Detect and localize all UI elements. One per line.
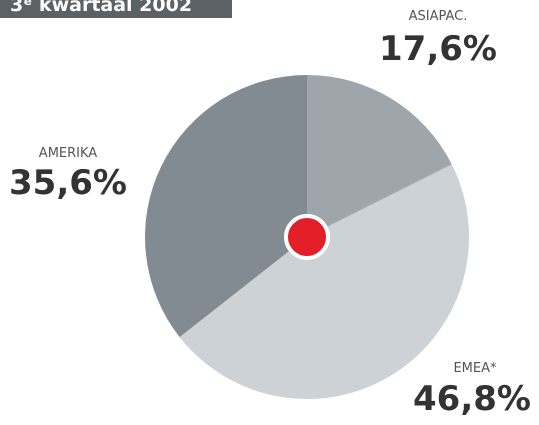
- pie: [145, 75, 469, 400]
- value-label: 46,8%: [413, 379, 531, 419]
- slice-label: AMERIKA: [39, 146, 97, 161]
- title-box: [0, 0, 232, 18]
- slice: [179, 164, 469, 400]
- slice: [145, 75, 307, 338]
- value-label: 17,6%: [379, 29, 497, 69]
- slice-label: ASIAPAC.: [409, 9, 468, 24]
- chart-title: 3ᵉ kwartaal 2002: [10, 0, 192, 16]
- value-label: 35,6%: [9, 163, 127, 203]
- center-dot: [284, 214, 330, 260]
- slice: [307, 75, 452, 237]
- slice-label: EMEA*: [453, 361, 497, 376]
